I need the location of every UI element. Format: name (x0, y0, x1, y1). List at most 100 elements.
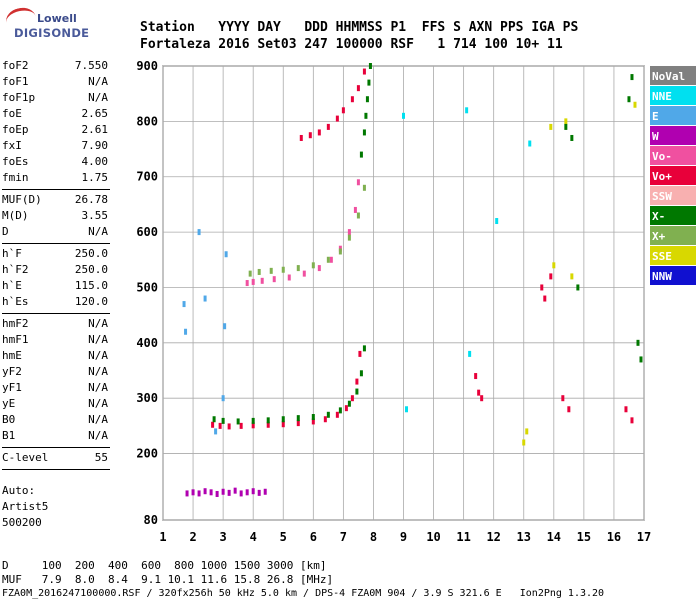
x-tick-label: 2 (189, 530, 196, 544)
x-tick-label: 13 (517, 530, 531, 544)
x-tick-label: 15 (577, 530, 591, 544)
param-value: 4.00 (81, 155, 109, 168)
legend-label: SSE (652, 250, 672, 263)
digisonde-logo: Lowell DIGISONDE (3, 4, 89, 44)
data-point (317, 129, 321, 136)
data-point (639, 356, 643, 363)
param-value: 26.78 (74, 193, 108, 206)
data-point (266, 417, 270, 424)
param-row: B0 N/A (2, 412, 108, 428)
data-point (299, 134, 303, 141)
data-point (221, 488, 225, 495)
data-point (405, 406, 409, 413)
data-point (341, 107, 345, 114)
x-tick-label: 6 (310, 530, 317, 544)
data-point (281, 266, 285, 273)
data-point (477, 389, 481, 396)
legend-label: Vo- (652, 150, 672, 163)
legend-swatch (650, 126, 696, 145)
param-name: fmin (2, 171, 29, 184)
legend-label: NoVal (652, 70, 685, 83)
data-point (218, 422, 222, 429)
data-point (203, 295, 207, 302)
x-tick-label: 9 (400, 530, 407, 544)
data-point (335, 115, 339, 122)
data-point (263, 488, 267, 495)
data-point (356, 212, 360, 219)
param-value: N/A (88, 317, 108, 330)
file-info-row: FZA0M_2016247100000.RSF / 320fx256h 50 k… (2, 588, 605, 599)
param-name: hmE (2, 349, 22, 362)
param-row: M(D) 3.55 (2, 208, 108, 224)
param-value: N/A (88, 75, 108, 88)
data-point (257, 268, 261, 275)
legend-label: X+ (652, 230, 666, 243)
data-point (326, 256, 330, 263)
data-point (364, 112, 368, 119)
data-point (624, 406, 628, 413)
x-tick-label: 5 (280, 530, 287, 544)
legend-label: NNW (652, 270, 672, 283)
data-point (311, 418, 315, 425)
data-point (356, 179, 360, 186)
legend-label: X- (652, 210, 665, 223)
legend-swatch (650, 106, 696, 125)
data-point (540, 284, 544, 291)
param-value: N/A (88, 365, 108, 378)
data-point (335, 411, 339, 418)
logo-product: DIGISONDE (14, 26, 90, 40)
param-name: foF1p (2, 91, 36, 104)
param-name: fxI (2, 139, 22, 152)
param-row: hmF1 N/A (2, 332, 108, 348)
data-point (302, 270, 306, 277)
param-value: 120.0 (74, 295, 108, 308)
param-row: h`F 250.0 (2, 246, 108, 262)
param-value: N/A (88, 333, 108, 346)
data-point (528, 140, 532, 147)
legend-swatch (650, 206, 696, 225)
param-value: 55 (94, 451, 108, 464)
data-point (627, 96, 631, 103)
data-point (347, 229, 351, 236)
param-value: 7.90 (81, 139, 109, 152)
data-point (266, 421, 270, 428)
param-value: N/A (88, 429, 108, 442)
param-row: foF1p N/A (2, 90, 108, 106)
y-tick-label: 200 (136, 447, 158, 461)
data-point (227, 423, 231, 430)
data-point (570, 273, 574, 280)
param-row: fxI 7.90 (2, 138, 108, 154)
param-value: 2.65 (81, 107, 109, 120)
param-name: M(D) (2, 209, 29, 222)
data-point (359, 151, 363, 158)
data-point (191, 489, 195, 496)
data-point (236, 418, 240, 425)
data-point (362, 129, 366, 136)
data-point (356, 85, 360, 92)
y-tick-label: 900 (136, 59, 158, 73)
data-point (311, 262, 315, 269)
param-row: C-level 55 (2, 450, 108, 466)
data-point (197, 490, 201, 497)
data-point (355, 388, 359, 395)
param-name: h`F2 (2, 263, 29, 276)
y-tick-label: 700 (136, 170, 158, 184)
data-point (525, 428, 529, 435)
data-point (359, 370, 363, 377)
data-point (564, 123, 568, 130)
data-point (362, 345, 366, 352)
legend-swatch (650, 186, 696, 205)
data-point (248, 270, 252, 277)
param-value: N/A (88, 225, 108, 238)
param-separator (2, 447, 110, 448)
data-point (495, 218, 499, 225)
x-tick-label: 14 (547, 530, 561, 544)
param-name: hmF2 (2, 317, 29, 330)
d-distance-row: D 100 200 400 600 800 1000 1500 3000 [km… (2, 559, 327, 572)
data-point (561, 395, 565, 402)
data-point (326, 123, 330, 130)
data-point (245, 280, 249, 287)
data-point (570, 134, 574, 141)
data-point (227, 489, 231, 496)
data-point (338, 407, 342, 414)
